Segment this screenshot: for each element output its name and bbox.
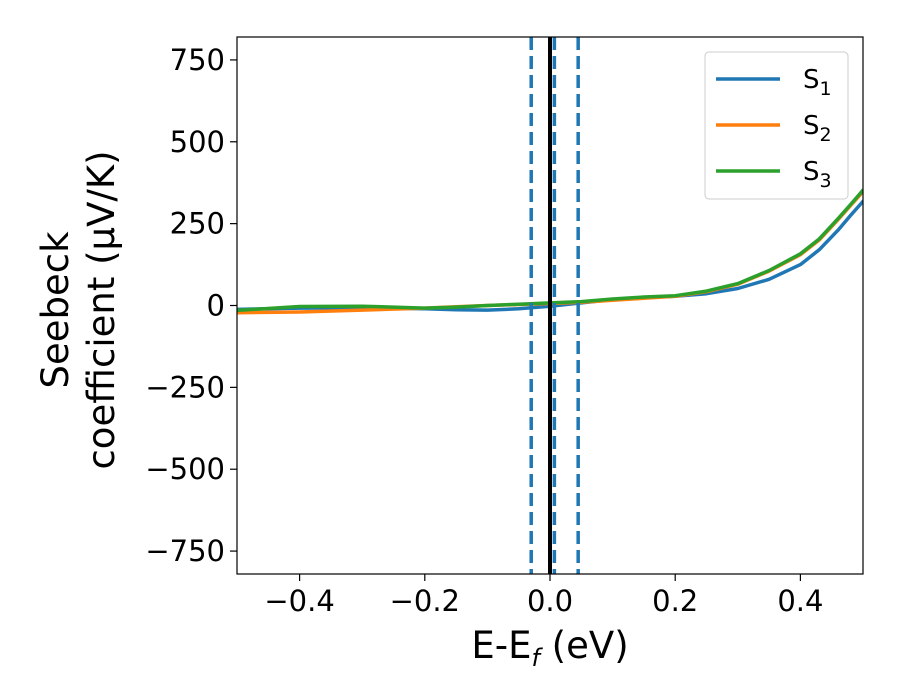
y-axis-label-line1: Seebeck xyxy=(34,231,77,389)
legend-label-s1: S1 xyxy=(803,65,832,100)
x-axis-label: E-Ef (eV) xyxy=(471,624,628,672)
reference-lines xyxy=(529,37,580,574)
series-line-s3 xyxy=(237,188,863,313)
y-tick-label: 250 xyxy=(170,207,225,241)
y-tick-label: 0 xyxy=(207,289,225,323)
x-tick-label: −0.2 xyxy=(390,584,460,618)
x-tick-label: 0.0 xyxy=(527,584,573,618)
x-tick-label: −0.4 xyxy=(264,584,334,618)
legend-label-s3: S3 xyxy=(803,157,832,192)
y-axis-label-line2: coefficient (μV/K) xyxy=(80,150,123,469)
x-axis: −0.4 −0.2 0.0 0.2 0.4 xyxy=(264,574,823,618)
y-tick-label: −500 xyxy=(145,452,225,486)
y-tick-label: 500 xyxy=(170,125,225,159)
series-layer xyxy=(237,188,863,315)
y-tick-label: −750 xyxy=(145,534,225,568)
legend-label-s2: S2 xyxy=(803,111,832,146)
x-tick-label: 0.2 xyxy=(652,584,698,618)
legend: S1 S2 S3 xyxy=(704,51,849,200)
y-tick-label: 750 xyxy=(170,43,225,77)
y-axis-label: Seebeckcoefficient (μV/K) xyxy=(34,150,123,469)
x-tick-label: 0.4 xyxy=(777,584,823,618)
y-axis: −750 −500 −250 0 250 500 750 xyxy=(145,43,237,568)
y-tick-label: −250 xyxy=(145,370,225,404)
